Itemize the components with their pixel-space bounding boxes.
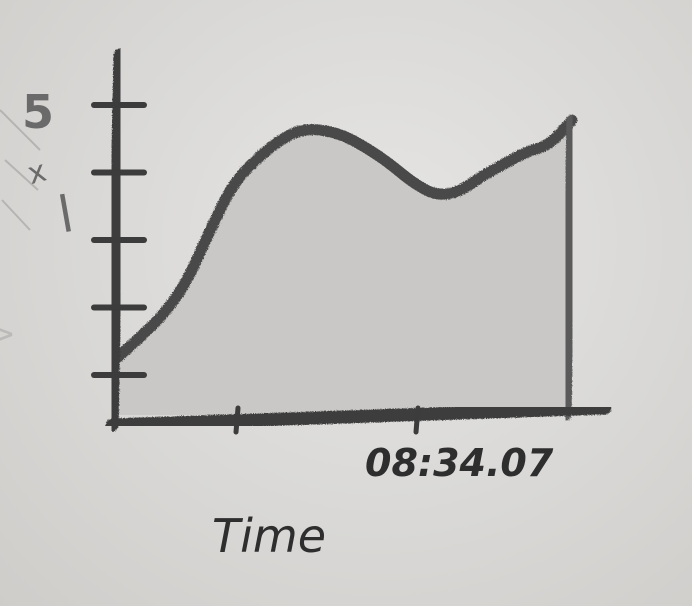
svg-text:V: V (0, 325, 19, 344)
series-right-edge (560, 114, 578, 421)
y-side-note: 5 x l (22, 85, 78, 245)
x-axis-label: Time (212, 509, 326, 563)
plot-area (112, 114, 578, 421)
edge-scribbles: V (0, 109, 41, 344)
x-tick (233, 405, 241, 435)
y-ticks (91, 102, 147, 378)
x-ticks (233, 405, 421, 435)
series-line (112, 114, 578, 363)
axes (91, 48, 612, 435)
x-tick (413, 405, 421, 435)
svg-text:5: 5 (22, 85, 54, 139)
svg-text:x: x (24, 154, 50, 192)
x-axis (105, 401, 612, 432)
svg-text:l: l (54, 185, 78, 245)
x-tick-label: 08:34.07 (365, 441, 554, 485)
